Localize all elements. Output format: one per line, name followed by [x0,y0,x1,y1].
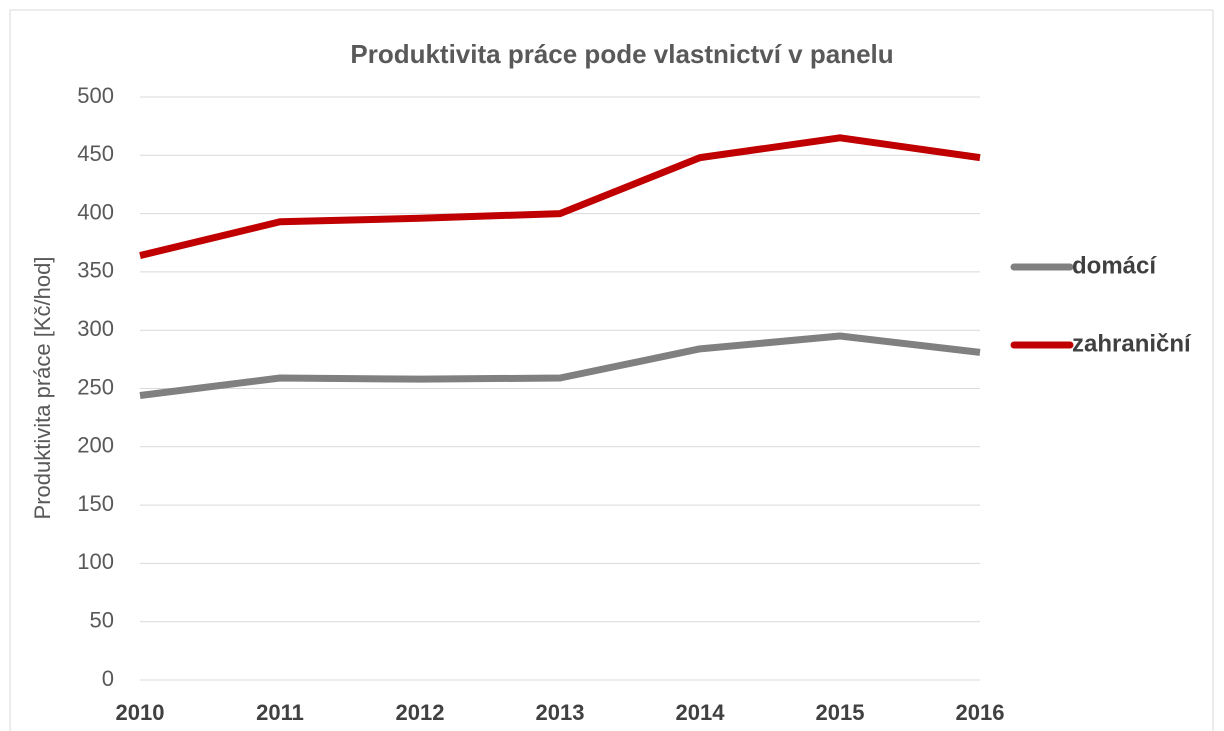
x-tick-label: 2016 [956,700,1005,725]
y-tick-label: 250 [77,374,114,399]
y-tick-label: 350 [77,258,114,283]
y-tick-label: 150 [77,491,114,516]
x-tick-label: 2010 [116,700,165,725]
series-line [139,332,981,399]
y-tick-label: 200 [77,433,114,458]
y-tick-label: 450 [77,141,114,166]
y-tick-label: 500 [77,83,114,108]
y-axis-label: Produktivita práce [Kč/hod] [30,257,55,520]
y-tick-label: 50 [90,608,114,633]
y-tick-label: 400 [77,199,114,224]
x-tick-label: 2014 [676,700,726,725]
series-line [139,134,981,259]
y-tick-label: 300 [77,316,114,341]
x-tick-label: 2011 [256,700,304,725]
legend-label: domácí [1072,252,1157,279]
x-tick-label: 2015 [816,700,865,725]
x-tick-label: 2012 [396,700,445,725]
legend-label: zahraniční [1072,330,1192,357]
y-tick-label: 0 [102,666,114,691]
chart-title: Produktivita práce pode vlastnictví v pa… [350,39,893,69]
y-tick-label: 100 [77,549,114,574]
x-tick-label: 2013 [536,700,585,725]
